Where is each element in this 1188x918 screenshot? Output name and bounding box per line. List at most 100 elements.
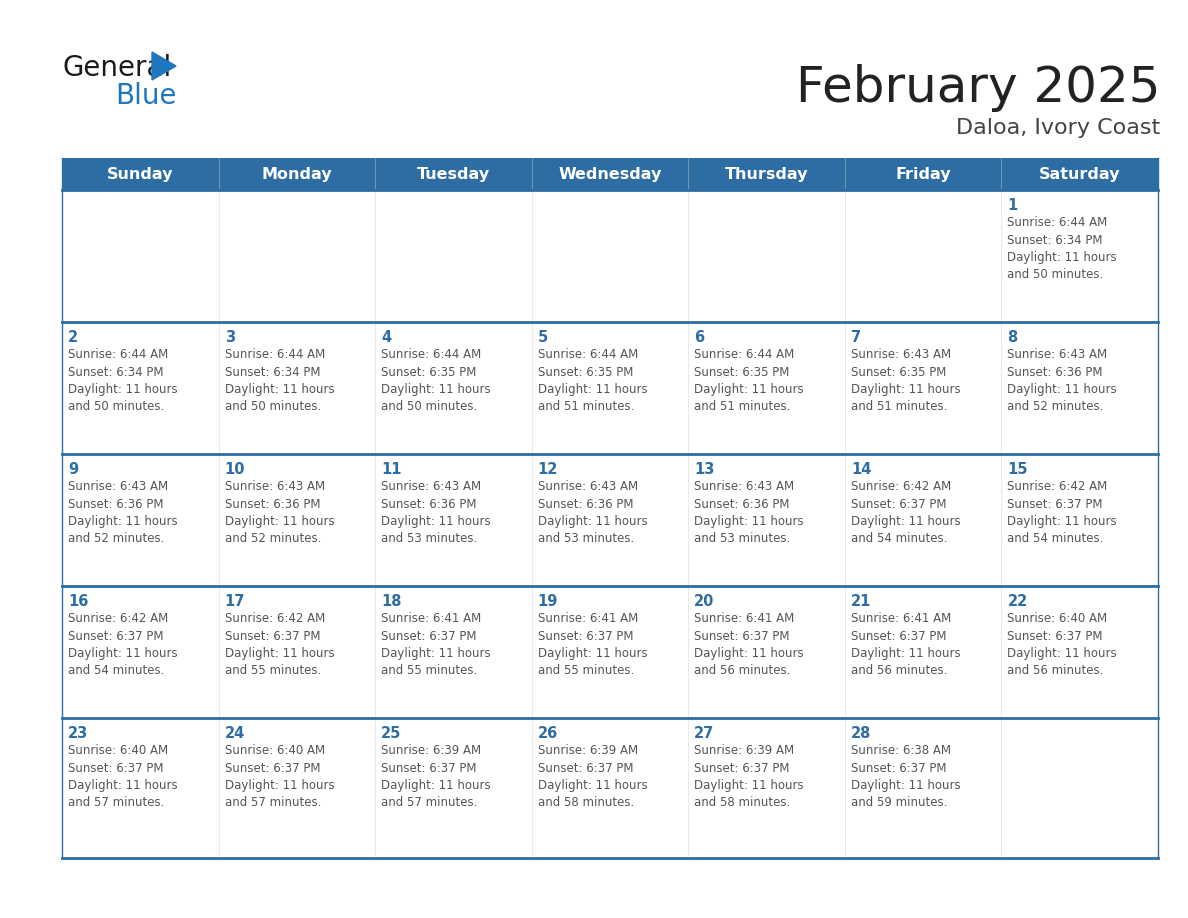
Text: 9: 9 [68, 462, 78, 477]
Bar [688, 190, 845, 322]
Bar [688, 158, 845, 190]
Bar [375, 718, 532, 850]
Text: 11: 11 [381, 462, 402, 477]
Bar [688, 454, 845, 586]
Text: 18: 18 [381, 594, 402, 609]
Bar [845, 158, 1001, 190]
Bar [62, 718, 219, 850]
Text: Daloa, Ivory Coast: Daloa, Ivory Coast [956, 118, 1159, 138]
Bar [219, 718, 375, 850]
Text: Sunrise: 6:44 AM
Sunset: 6:34 PM
Daylight: 11 hours
and 50 minutes.: Sunrise: 6:44 AM Sunset: 6:34 PM Dayligh… [225, 348, 334, 413]
Text: Sunrise: 6:42 AM
Sunset: 6:37 PM
Daylight: 11 hours
and 54 minutes.: Sunrise: 6:42 AM Sunset: 6:37 PM Dayligh… [1007, 480, 1117, 545]
Text: 17: 17 [225, 594, 245, 609]
Bar [375, 322, 532, 454]
Text: Sunrise: 6:44 AM
Sunset: 6:35 PM
Daylight: 11 hours
and 51 minutes.: Sunrise: 6:44 AM Sunset: 6:35 PM Dayligh… [538, 348, 647, 413]
Bar [1001, 158, 1158, 190]
Bar [845, 718, 1001, 850]
Text: 12: 12 [538, 462, 558, 477]
Bar [62, 190, 219, 322]
Text: 24: 24 [225, 726, 245, 741]
Text: Sunrise: 6:43 AM
Sunset: 6:36 PM
Daylight: 11 hours
and 53 minutes.: Sunrise: 6:43 AM Sunset: 6:36 PM Dayligh… [694, 480, 804, 545]
Bar [375, 190, 532, 322]
Bar [62, 586, 219, 718]
Bar [532, 454, 688, 586]
Bar [688, 718, 845, 850]
Text: 25: 25 [381, 726, 402, 741]
Bar [845, 454, 1001, 586]
Text: 15: 15 [1007, 462, 1028, 477]
Text: Friday: Friday [896, 166, 950, 182]
Text: Sunrise: 6:40 AM
Sunset: 6:37 PM
Daylight: 11 hours
and 57 minutes.: Sunrise: 6:40 AM Sunset: 6:37 PM Dayligh… [225, 744, 334, 810]
Text: Wednesday: Wednesday [558, 166, 662, 182]
Bar [1001, 586, 1158, 718]
Bar [62, 454, 219, 586]
Text: 7: 7 [851, 330, 861, 345]
Bar [219, 322, 375, 454]
Text: Sunrise: 6:39 AM
Sunset: 6:37 PM
Daylight: 11 hours
and 58 minutes.: Sunrise: 6:39 AM Sunset: 6:37 PM Dayligh… [694, 744, 804, 810]
Text: 1: 1 [1007, 198, 1018, 213]
Text: 20: 20 [694, 594, 715, 609]
Text: Sunrise: 6:42 AM
Sunset: 6:37 PM
Daylight: 11 hours
and 54 minutes.: Sunrise: 6:42 AM Sunset: 6:37 PM Dayligh… [851, 480, 960, 545]
Text: 8: 8 [1007, 330, 1018, 345]
Bar [845, 322, 1001, 454]
Text: February 2025: February 2025 [796, 64, 1159, 112]
Bar [688, 322, 845, 454]
Bar [219, 454, 375, 586]
Text: Sunrise: 6:40 AM
Sunset: 6:37 PM
Daylight: 11 hours
and 57 minutes.: Sunrise: 6:40 AM Sunset: 6:37 PM Dayligh… [68, 744, 178, 810]
Text: Sunrise: 6:39 AM
Sunset: 6:37 PM
Daylight: 11 hours
and 58 minutes.: Sunrise: 6:39 AM Sunset: 6:37 PM Dayligh… [538, 744, 647, 810]
Text: 4: 4 [381, 330, 391, 345]
Bar [532, 190, 688, 322]
Text: Sunrise: 6:43 AM
Sunset: 6:36 PM
Daylight: 11 hours
and 53 minutes.: Sunrise: 6:43 AM Sunset: 6:36 PM Dayligh… [381, 480, 491, 545]
Bar [688, 586, 845, 718]
Text: Monday: Monday [261, 166, 333, 182]
Bar [375, 454, 532, 586]
Text: 14: 14 [851, 462, 871, 477]
Text: Thursday: Thursday [725, 166, 808, 182]
Text: Sunrise: 6:42 AM
Sunset: 6:37 PM
Daylight: 11 hours
and 55 minutes.: Sunrise: 6:42 AM Sunset: 6:37 PM Dayligh… [225, 612, 334, 677]
Text: 10: 10 [225, 462, 245, 477]
Text: Sunrise: 6:44 AM
Sunset: 6:35 PM
Daylight: 11 hours
and 50 minutes.: Sunrise: 6:44 AM Sunset: 6:35 PM Dayligh… [381, 348, 491, 413]
Text: Sunrise: 6:41 AM
Sunset: 6:37 PM
Daylight: 11 hours
and 56 minutes.: Sunrise: 6:41 AM Sunset: 6:37 PM Dayligh… [851, 612, 960, 677]
Text: Sunrise: 6:42 AM
Sunset: 6:37 PM
Daylight: 11 hours
and 54 minutes.: Sunrise: 6:42 AM Sunset: 6:37 PM Dayligh… [68, 612, 178, 677]
Bar [845, 586, 1001, 718]
Text: Sunrise: 6:44 AM
Sunset: 6:35 PM
Daylight: 11 hours
and 51 minutes.: Sunrise: 6:44 AM Sunset: 6:35 PM Dayligh… [694, 348, 804, 413]
Text: 16: 16 [68, 594, 88, 609]
Text: Sunrise: 6:40 AM
Sunset: 6:37 PM
Daylight: 11 hours
and 56 minutes.: Sunrise: 6:40 AM Sunset: 6:37 PM Dayligh… [1007, 612, 1117, 677]
Text: 23: 23 [68, 726, 88, 741]
Bar [532, 158, 688, 190]
Text: Sunrise: 6:44 AM
Sunset: 6:34 PM
Daylight: 11 hours
and 50 minutes.: Sunrise: 6:44 AM Sunset: 6:34 PM Dayligh… [68, 348, 178, 413]
Bar [845, 190, 1001, 322]
Text: 21: 21 [851, 594, 871, 609]
Text: 26: 26 [538, 726, 558, 741]
Text: General: General [63, 54, 172, 82]
Text: Sunrise: 6:41 AM
Sunset: 6:37 PM
Daylight: 11 hours
and 55 minutes.: Sunrise: 6:41 AM Sunset: 6:37 PM Dayligh… [538, 612, 647, 677]
Bar [532, 586, 688, 718]
Text: Sunrise: 6:39 AM
Sunset: 6:37 PM
Daylight: 11 hours
and 57 minutes.: Sunrise: 6:39 AM Sunset: 6:37 PM Dayligh… [381, 744, 491, 810]
Text: 5: 5 [538, 330, 548, 345]
Text: Sunrise: 6:43 AM
Sunset: 6:35 PM
Daylight: 11 hours
and 51 minutes.: Sunrise: 6:43 AM Sunset: 6:35 PM Dayligh… [851, 348, 960, 413]
Text: 3: 3 [225, 330, 235, 345]
Bar [532, 322, 688, 454]
Text: 2: 2 [68, 330, 78, 345]
Bar [375, 158, 532, 190]
Text: Sunday: Sunday [107, 166, 173, 182]
Text: 28: 28 [851, 726, 871, 741]
Text: Sunrise: 6:43 AM
Sunset: 6:36 PM
Daylight: 11 hours
and 52 minutes.: Sunrise: 6:43 AM Sunset: 6:36 PM Dayligh… [1007, 348, 1117, 413]
Bar [62, 158, 219, 190]
Bar [219, 158, 375, 190]
Bar [219, 190, 375, 322]
Bar [1001, 190, 1158, 322]
Text: 6: 6 [694, 330, 704, 345]
Text: Sunrise: 6:43 AM
Sunset: 6:36 PM
Daylight: 11 hours
and 53 minutes.: Sunrise: 6:43 AM Sunset: 6:36 PM Dayligh… [538, 480, 647, 545]
Text: 19: 19 [538, 594, 558, 609]
Polygon shape [152, 52, 176, 80]
Text: Saturday: Saturday [1040, 166, 1120, 182]
Text: 13: 13 [694, 462, 715, 477]
Text: Tuesday: Tuesday [417, 166, 489, 182]
Bar [62, 322, 219, 454]
Text: Sunrise: 6:43 AM
Sunset: 6:36 PM
Daylight: 11 hours
and 52 minutes.: Sunrise: 6:43 AM Sunset: 6:36 PM Dayligh… [68, 480, 178, 545]
Bar [1001, 454, 1158, 586]
Text: Sunrise: 6:38 AM
Sunset: 6:37 PM
Daylight: 11 hours
and 59 minutes.: Sunrise: 6:38 AM Sunset: 6:37 PM Dayligh… [851, 744, 960, 810]
Text: 27: 27 [694, 726, 714, 741]
Bar [532, 718, 688, 850]
